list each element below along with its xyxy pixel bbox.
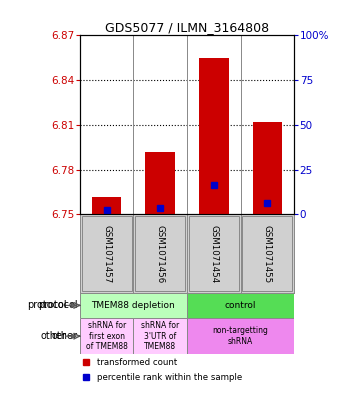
Text: protocol: protocol xyxy=(38,300,78,310)
Bar xyxy=(242,216,292,291)
Text: GSM1071455: GSM1071455 xyxy=(263,224,272,283)
Text: shRNA for
3'UTR of
TMEM88: shRNA for 3'UTR of TMEM88 xyxy=(141,321,180,351)
Text: other: other xyxy=(52,331,78,341)
Bar xyxy=(189,216,239,291)
Bar xyxy=(80,293,187,318)
Text: shRNA for
first exon
of TMEM88: shRNA for first exon of TMEM88 xyxy=(86,321,128,351)
Bar xyxy=(199,58,228,215)
Bar xyxy=(146,152,175,215)
Text: GSM1071454: GSM1071454 xyxy=(209,224,218,283)
Text: transformed count: transformed count xyxy=(97,358,177,367)
Bar xyxy=(187,318,294,354)
Title: GDS5077 / ILMN_3164808: GDS5077 / ILMN_3164808 xyxy=(105,21,269,34)
Text: percentile rank within the sample: percentile rank within the sample xyxy=(97,373,242,382)
Bar xyxy=(133,318,187,354)
Text: other: other xyxy=(40,331,66,341)
Text: non-targetting
shRNA: non-targetting shRNA xyxy=(212,327,269,346)
Bar xyxy=(92,196,121,215)
Bar xyxy=(135,216,185,291)
Bar xyxy=(187,293,294,318)
Bar xyxy=(253,122,282,215)
Bar xyxy=(80,318,133,354)
Bar xyxy=(82,216,132,291)
Text: protocol: protocol xyxy=(27,300,66,310)
Text: GSM1071456: GSM1071456 xyxy=(156,224,165,283)
Text: control: control xyxy=(225,301,256,310)
Text: GSM1071457: GSM1071457 xyxy=(102,224,111,283)
Text: TMEM88 depletion: TMEM88 depletion xyxy=(91,301,175,310)
